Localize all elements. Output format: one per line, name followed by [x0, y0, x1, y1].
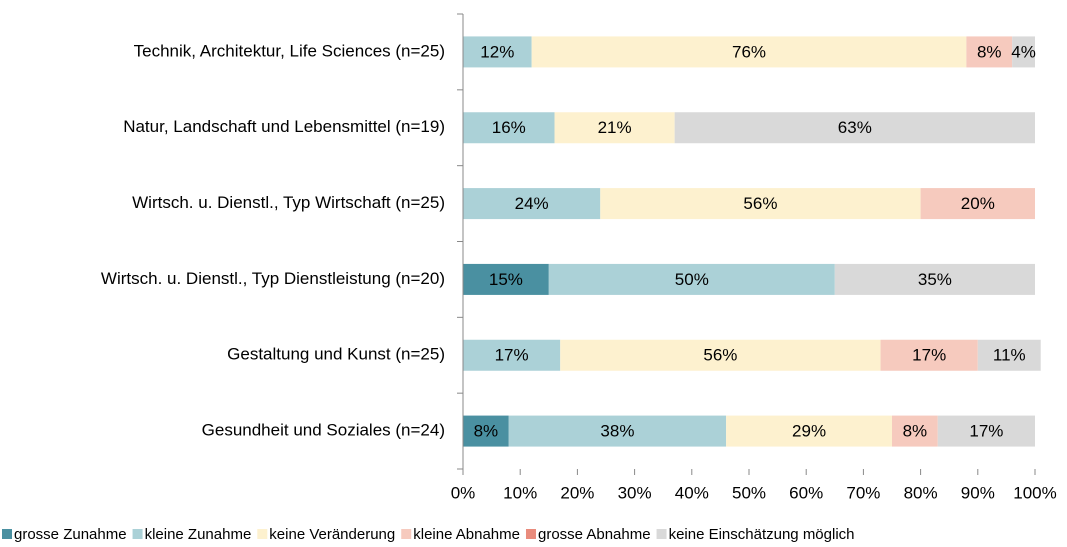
legend-swatch [401, 529, 412, 539]
bar-segment [600, 188, 921, 220]
data-label: 29% [792, 422, 826, 441]
bar-segment [463, 415, 509, 447]
legend-label: keine Einschätzung möglich [669, 526, 855, 543]
data-label: 56% [703, 346, 737, 365]
x-tick-label: 30% [618, 483, 652, 502]
y-tick-label: Natur, Landschaft und Lebensmittel (n=19… [123, 117, 445, 136]
data-label: 16% [492, 118, 526, 137]
legend-label: grosse Zunahme [14, 526, 127, 543]
data-label: 8% [474, 422, 499, 441]
data-label: 35% [918, 270, 952, 289]
y-tick-label: Wirtsch. u. Dienstl., Typ Wirtschaft (n=… [132, 193, 445, 212]
data-label: 15% [489, 270, 523, 289]
data-label: 17% [969, 422, 1003, 441]
y-tick-label: Gestaltung und Kunst (n=25) [227, 345, 445, 364]
legend-label: kleine Abnahme [413, 526, 520, 543]
data-label: 56% [743, 194, 777, 213]
x-tick-label: 70% [846, 483, 880, 502]
bar-segment [554, 112, 675, 144]
bar-segment [463, 339, 561, 371]
bar-segment [548, 263, 835, 295]
data-label: 21% [598, 118, 632, 137]
bar-segment [834, 263, 1035, 295]
legend-swatch [525, 529, 536, 539]
bar-segment [966, 36, 1013, 68]
bar-segment [463, 112, 555, 144]
bar-segment [508, 415, 727, 447]
bar-segment [560, 339, 881, 371]
bar-segment [1012, 36, 1035, 68]
x-tick-label: 10% [503, 483, 537, 502]
x-tick-label: 80% [904, 483, 938, 502]
data-label: 4% [1011, 42, 1036, 61]
data-label: 11% [993, 346, 1026, 365]
legend-label: keine Veränderung [269, 526, 395, 543]
data-label: 63% [838, 118, 872, 137]
x-tick-label: 90% [961, 483, 995, 502]
x-tick-label: 0% [451, 483, 476, 502]
x-tick-label: 20% [560, 483, 594, 502]
data-label: 76% [732, 42, 766, 61]
data-label: 17% [495, 346, 529, 365]
data-label: 24% [515, 194, 549, 213]
y-tick-label: Gesundheit und Soziales (n=24) [202, 421, 445, 440]
data-label: 8% [977, 42, 1002, 61]
legend-swatch [2, 529, 12, 539]
legend-swatch [257, 529, 268, 539]
data-label: 12% [480, 42, 514, 61]
bar-segment [674, 112, 1035, 144]
data-label: 17% [912, 346, 946, 365]
y-tick-label: Technik, Architektur, Life Sciences (n=2… [134, 41, 445, 60]
bar-segment [892, 415, 938, 447]
bar-segment [531, 36, 967, 68]
x-tick-label: 60% [789, 483, 823, 502]
x-tick-label: 100% [1013, 483, 1056, 502]
data-label: 20% [961, 194, 995, 213]
data-label: 50% [675, 270, 709, 289]
legend-swatch [656, 529, 667, 539]
bar-segment [880, 339, 978, 371]
bar-segment [937, 415, 1035, 447]
y-tick-label: Wirtsch. u. Dienstl., Typ Dienstleistung… [101, 269, 445, 288]
bar-segment [726, 415, 892, 447]
legend-swatch [132, 529, 143, 539]
x-tick-label: 40% [675, 483, 709, 502]
bar-segment [463, 188, 601, 220]
x-tick-label: 50% [732, 483, 766, 502]
legend-label: kleine Zunahme [145, 526, 252, 543]
legend-label: grosse Abnahme [538, 526, 651, 543]
bar-segment [977, 339, 1041, 371]
bar-segment [920, 188, 1035, 220]
data-label: 8% [903, 422, 928, 441]
bar-segment [463, 263, 549, 295]
bar-segment [463, 36, 532, 68]
data-label: 38% [600, 422, 634, 441]
